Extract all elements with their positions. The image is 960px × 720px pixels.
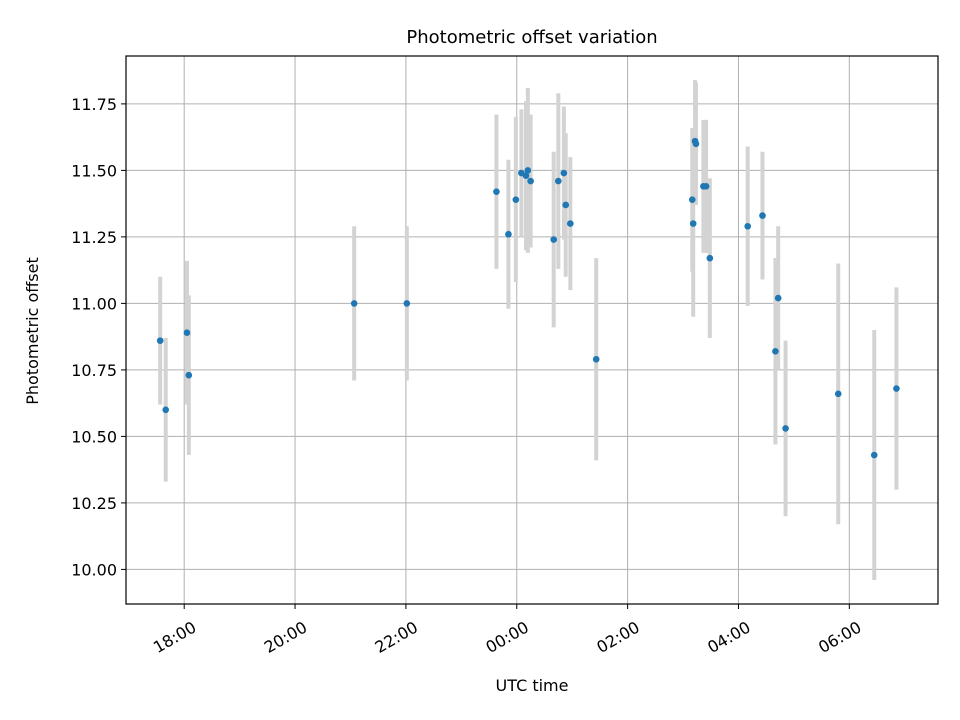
data-point xyxy=(403,300,411,307)
data-point xyxy=(834,390,842,398)
y-tick-label: 10.50 xyxy=(71,427,117,446)
data-point xyxy=(512,196,520,203)
data-point xyxy=(162,406,170,414)
data-point xyxy=(772,347,779,355)
y-tick-label: 11.75 xyxy=(71,95,117,114)
data-point xyxy=(692,140,700,148)
data-point xyxy=(562,201,570,209)
data-point xyxy=(183,329,191,336)
data-markers xyxy=(156,137,900,459)
data-point xyxy=(759,212,766,219)
data-point xyxy=(782,425,789,432)
y-tick-label: 10.75 xyxy=(71,361,117,380)
data-point xyxy=(592,355,600,363)
data-point xyxy=(689,220,697,227)
data-point xyxy=(744,222,752,230)
y-axis-label: Photometric offset xyxy=(23,257,42,405)
y-tick-label: 10.00 xyxy=(71,560,117,579)
data-point xyxy=(550,236,558,243)
y-tick-label: 11.25 xyxy=(71,228,117,247)
data-point xyxy=(702,183,710,190)
data-point xyxy=(350,300,358,307)
plot-frame xyxy=(125,55,939,605)
y-tick-label: 11.00 xyxy=(71,294,117,313)
data-point xyxy=(774,294,782,302)
data-point xyxy=(524,167,532,174)
data-point xyxy=(555,177,562,185)
y-tick-label: 11.50 xyxy=(71,161,117,180)
data-point xyxy=(688,196,696,203)
data-point xyxy=(522,172,530,180)
chart-title: Photometric offset variation xyxy=(406,27,657,48)
x-axis-label: UTC time xyxy=(496,676,569,695)
data-point xyxy=(505,230,512,238)
data-point xyxy=(706,254,714,262)
data-point xyxy=(870,451,878,459)
data-point xyxy=(567,220,574,227)
data-point xyxy=(493,188,500,195)
data-point xyxy=(185,371,193,379)
y-tick-label: 10.25 xyxy=(71,494,117,513)
data-point xyxy=(893,385,900,392)
data-point xyxy=(560,169,568,177)
data-point xyxy=(156,337,164,344)
data-point xyxy=(527,177,534,185)
y-axis-ticks: 10.00 10.25 10.50 10.75 11.00 11.25 11.50 11.75 xyxy=(71,95,126,579)
